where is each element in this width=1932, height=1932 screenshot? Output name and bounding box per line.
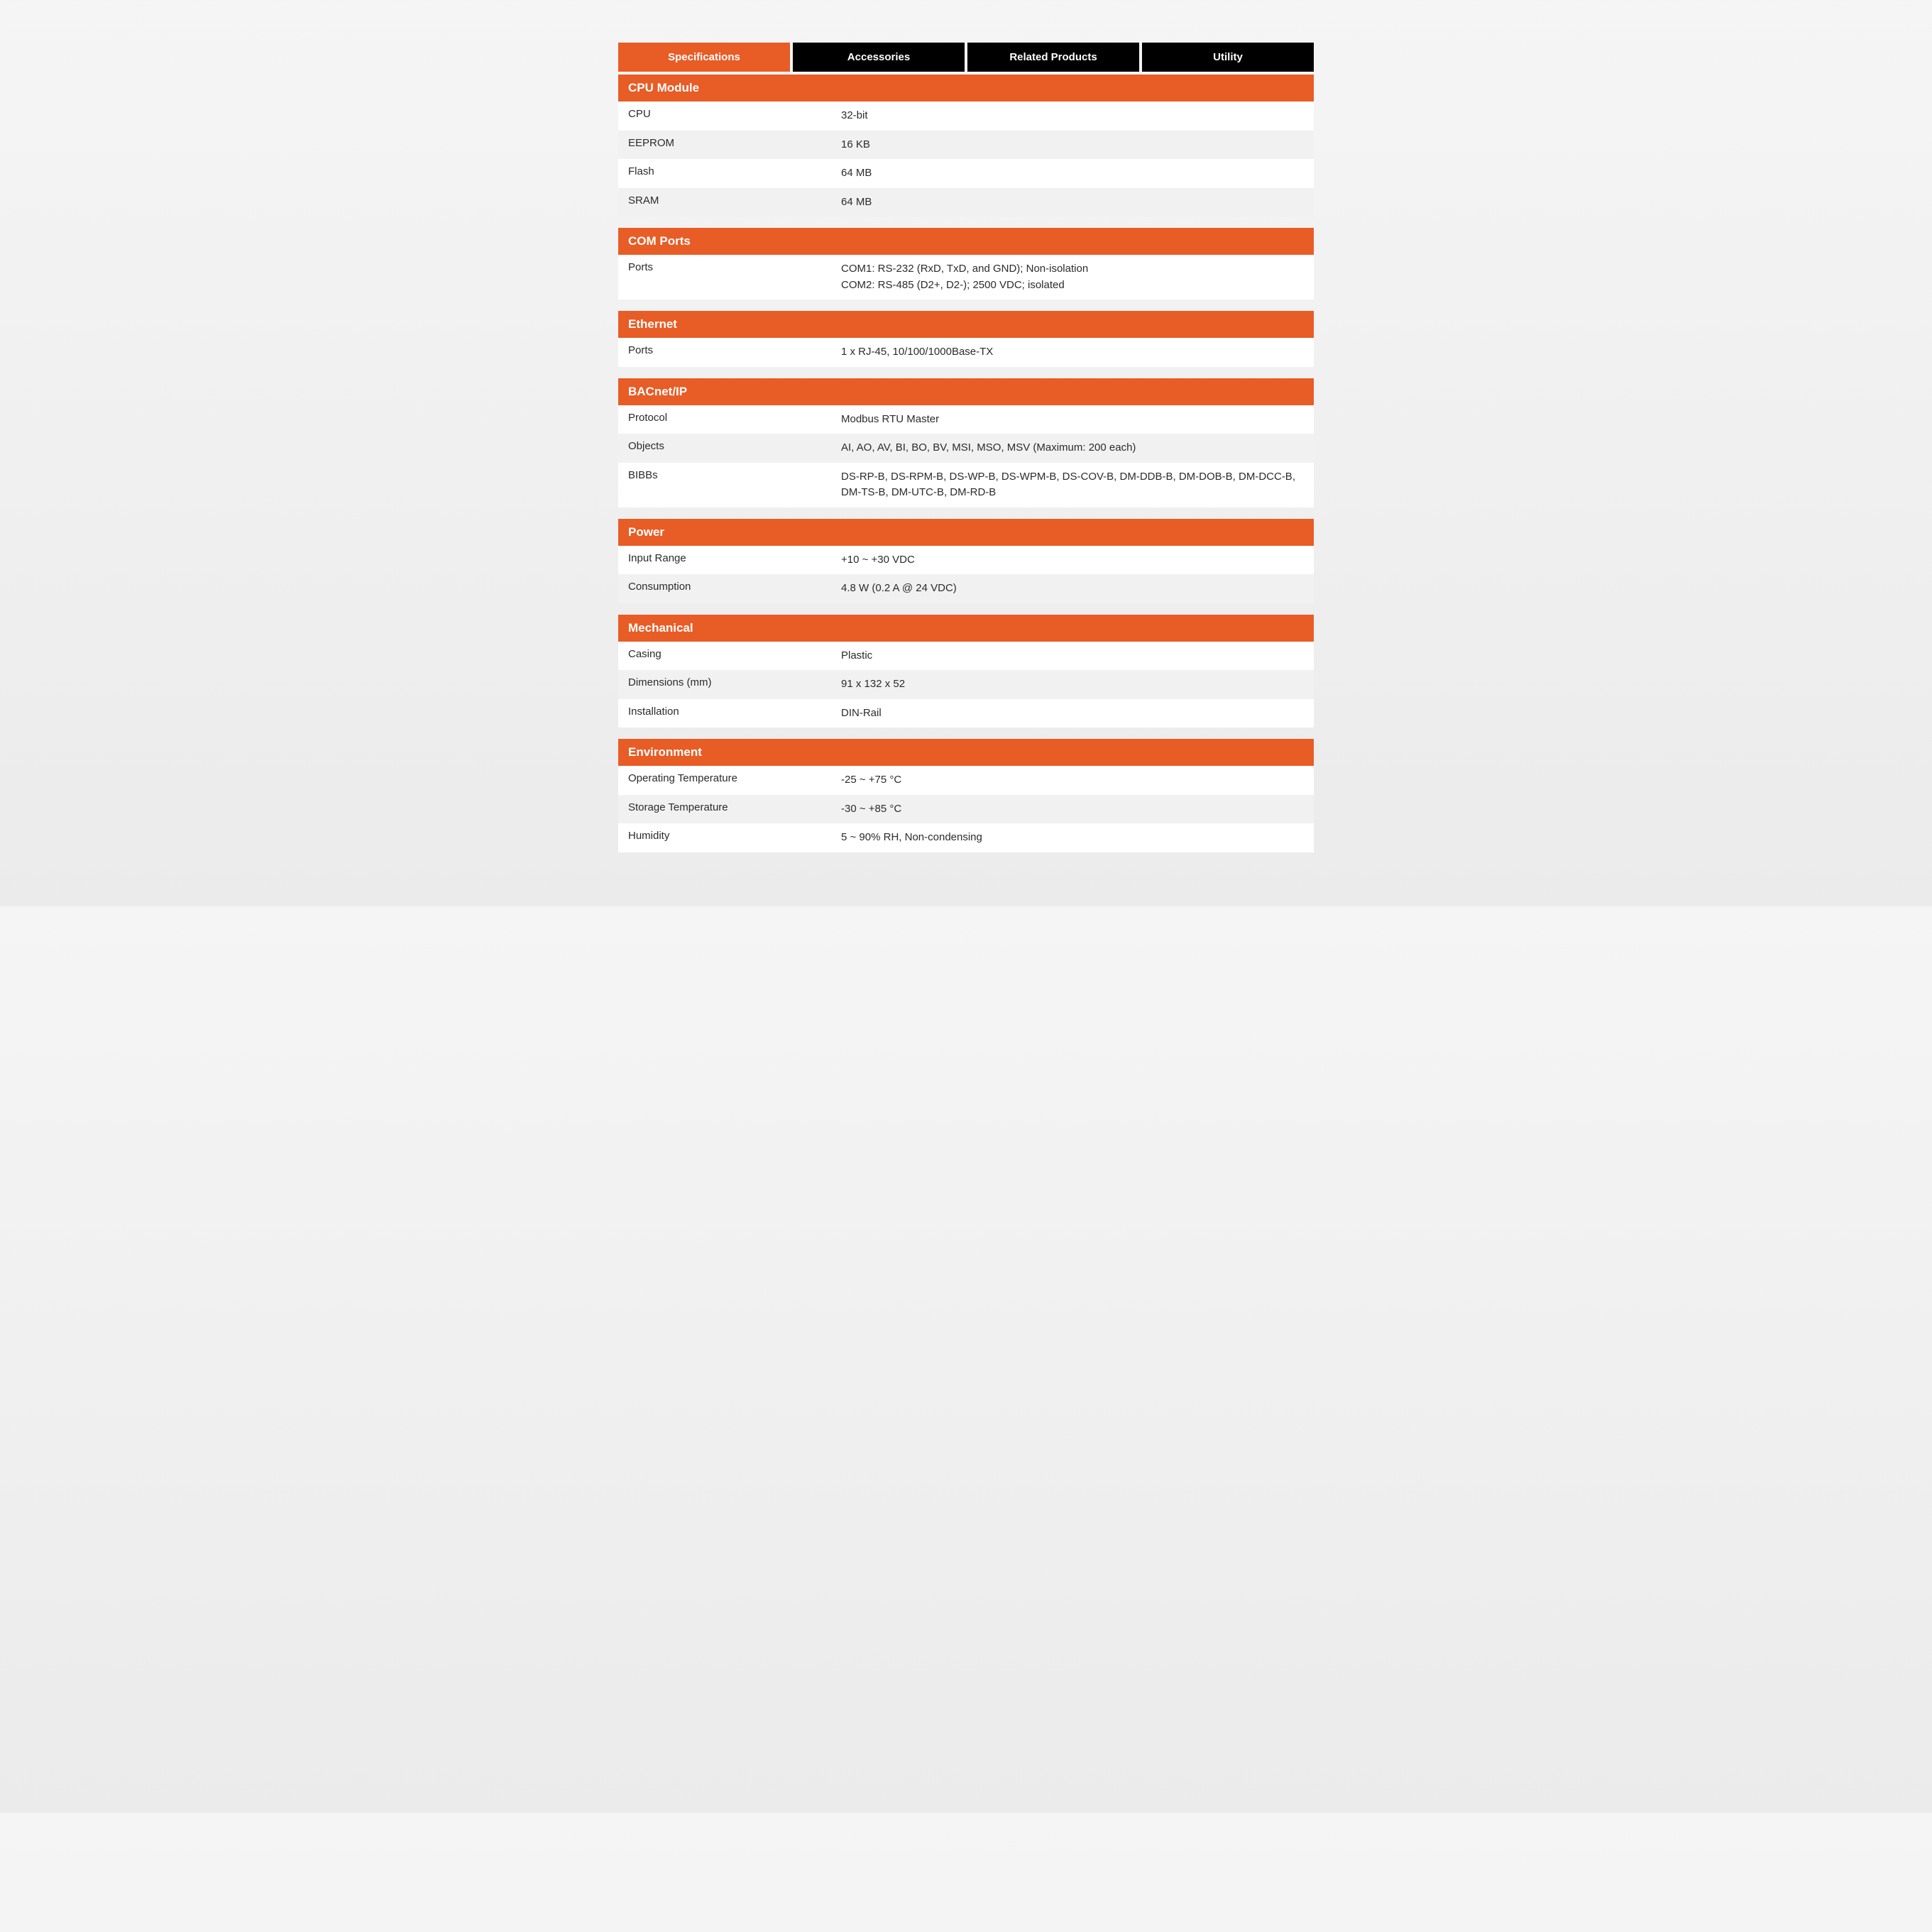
row-value: 4.8 W (0.2 A @ 24 VDC) — [841, 581, 1304, 597]
row-value: 64 MB — [841, 165, 1304, 182]
row-value: COM1: RS-232 (RxD, TxD, and GND); Non-is… — [841, 261, 1304, 293]
row-label: Storage Temperature — [628, 801, 841, 818]
row-label: CPU — [628, 108, 841, 124]
table-row: BIBBsDS-RP-B, DS-RPM-B, DS-WP-B, DS-WPM-… — [618, 463, 1314, 507]
row-value: DS-RP-B, DS-RPM-B, DS-WP-B, DS-WPM-B, DS… — [841, 469, 1304, 501]
tab-accessories[interactable]: Accessories — [793, 43, 965, 72]
section-header: CPU Module — [618, 75, 1314, 101]
table-row: Operating Temperature-25 ~ +75 °C — [618, 766, 1314, 795]
row-label: Installation — [628, 706, 841, 722]
row-value: +10 ~ +30 VDC — [841, 552, 1304, 569]
row-label: Casing — [628, 648, 841, 664]
table-row: Storage Temperature-30 ~ +85 °C — [618, 795, 1314, 824]
tab-specifications[interactable]: Specifications — [618, 43, 790, 72]
table-row: CPU32-bit — [618, 101, 1314, 131]
table-row: ObjectsAI, AO, AV, BI, BO, BV, MSI, MSO,… — [618, 434, 1314, 463]
section-environment: EnvironmentOperating Temperature-25 ~ +7… — [618, 739, 1314, 852]
table-row: SRAM64 MB — [618, 188, 1314, 217]
row-value: 16 KB — [841, 137, 1304, 153]
section-header: Mechanical — [618, 615, 1314, 642]
section-mechanical: MechanicalCasingPlasticDimensions (mm)91… — [618, 615, 1314, 728]
table-row: Ports1 x RJ-45, 10/100/1000Base-TX — [618, 338, 1314, 367]
spec-container: SpecificationsAccessoriesRelated Product… — [618, 43, 1314, 852]
section-header: COM Ports — [618, 228, 1314, 255]
row-label: Consumption — [628, 581, 841, 597]
section-ethernet: EthernetPorts1 x RJ-45, 10/100/1000Base-… — [618, 311, 1314, 367]
sections-wrapper: CPU ModuleCPU32-bitEEPROM16 KBFlash64 MB… — [618, 75, 1314, 852]
table-row: PortsCOM1: RS-232 (RxD, TxD, and GND); N… — [618, 255, 1314, 300]
section-header: Environment — [618, 739, 1314, 766]
row-label: EEPROM — [628, 137, 841, 153]
section-header: Power — [618, 519, 1314, 546]
table-row: Flash64 MB — [618, 159, 1314, 188]
row-label: Ports — [628, 344, 841, 361]
row-label: Dimensions (mm) — [628, 676, 841, 693]
row-label: Input Range — [628, 552, 841, 569]
row-value: 91 x 132 x 52 — [841, 676, 1304, 693]
section-cpu-module: CPU ModuleCPU32-bitEEPROM16 KBFlash64 MB… — [618, 75, 1314, 216]
table-row: CasingPlastic — [618, 642, 1314, 671]
section-com-ports: COM PortsPortsCOM1: RS-232 (RxD, TxD, an… — [618, 228, 1314, 300]
section-power: PowerInput Range+10 ~ +30 VDCConsumption… — [618, 519, 1314, 603]
row-value: DIN-Rail — [841, 706, 1304, 722]
table-row: Dimensions (mm)91 x 132 x 52 — [618, 670, 1314, 699]
section-bacnet-ip: BACnet/IPProtocolModbus RTU MasterObject… — [618, 378, 1314, 507]
row-value: 32-bit — [841, 108, 1304, 124]
row-value: Plastic — [841, 648, 1304, 664]
row-label: Ports — [628, 261, 841, 293]
section-header: Ethernet — [618, 311, 1314, 338]
table-row: EEPROM16 KB — [618, 131, 1314, 160]
table-row: Consumption4.8 W (0.2 A @ 24 VDC) — [618, 574, 1314, 603]
table-row: ProtocolModbus RTU Master — [618, 405, 1314, 434]
row-label: SRAM — [628, 194, 841, 211]
tab-related-products[interactable]: Related Products — [967, 43, 1139, 72]
row-value: -25 ~ +75 °C — [841, 772, 1304, 789]
row-value: 64 MB — [841, 194, 1304, 211]
row-label: Objects — [628, 440, 841, 456]
row-label: Flash — [628, 165, 841, 182]
row-value: -30 ~ +85 °C — [841, 801, 1304, 818]
table-row: Input Range+10 ~ +30 VDC — [618, 546, 1314, 575]
row-label: Humidity — [628, 830, 841, 846]
row-value: 5 ~ 90% RH, Non-condensing — [841, 830, 1304, 846]
row-value: AI, AO, AV, BI, BO, BV, MSI, MSO, MSV (M… — [841, 440, 1304, 456]
section-header: BACnet/IP — [618, 378, 1314, 405]
row-label: Protocol — [628, 412, 841, 428]
table-row: Humidity5 ~ 90% RH, Non-condensing — [618, 823, 1314, 852]
table-row: InstallationDIN-Rail — [618, 699, 1314, 728]
row-label: BIBBs — [628, 469, 841, 501]
row-value: 1 x RJ-45, 10/100/1000Base-TX — [841, 344, 1304, 361]
tab-bar: SpecificationsAccessoriesRelated Product… — [618, 43, 1314, 72]
row-value: Modbus RTU Master — [841, 412, 1304, 428]
row-label: Operating Temperature — [628, 772, 841, 789]
tab-utility[interactable]: Utility — [1142, 43, 1314, 72]
